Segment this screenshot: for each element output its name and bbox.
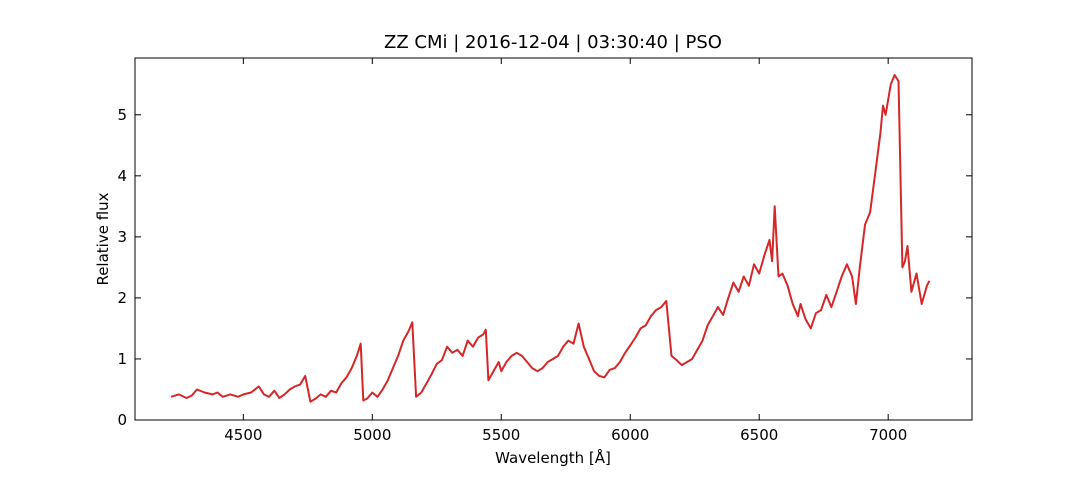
y-axis-label: Relative flux: [94, 192, 112, 285]
x-tick-label: 5500: [482, 426, 520, 444]
x-axis-label: Wavelength [Å]: [495, 448, 611, 467]
plot-frame: [134, 57, 973, 421]
x-tick-label: 4500: [224, 426, 262, 444]
y-tick-label: 5: [117, 106, 127, 124]
y-tick-label: 0: [117, 411, 127, 429]
x-tick-label: 7000: [869, 426, 907, 444]
x-tick-label: 5000: [353, 426, 391, 444]
chart-title: ZZ CMi | 2016-12-04 | 03:30:40 | PSO: [384, 32, 722, 53]
y-tick-label: 2: [117, 289, 127, 307]
spectrum-line: [170, 74, 931, 403]
y-tick-label: 1: [117, 350, 127, 368]
y-tick-label: 4: [117, 167, 127, 185]
y-tick-label: 3: [117, 228, 127, 246]
x-tick-label: 6500: [740, 426, 778, 444]
x-tick-label: 6000: [611, 426, 649, 444]
